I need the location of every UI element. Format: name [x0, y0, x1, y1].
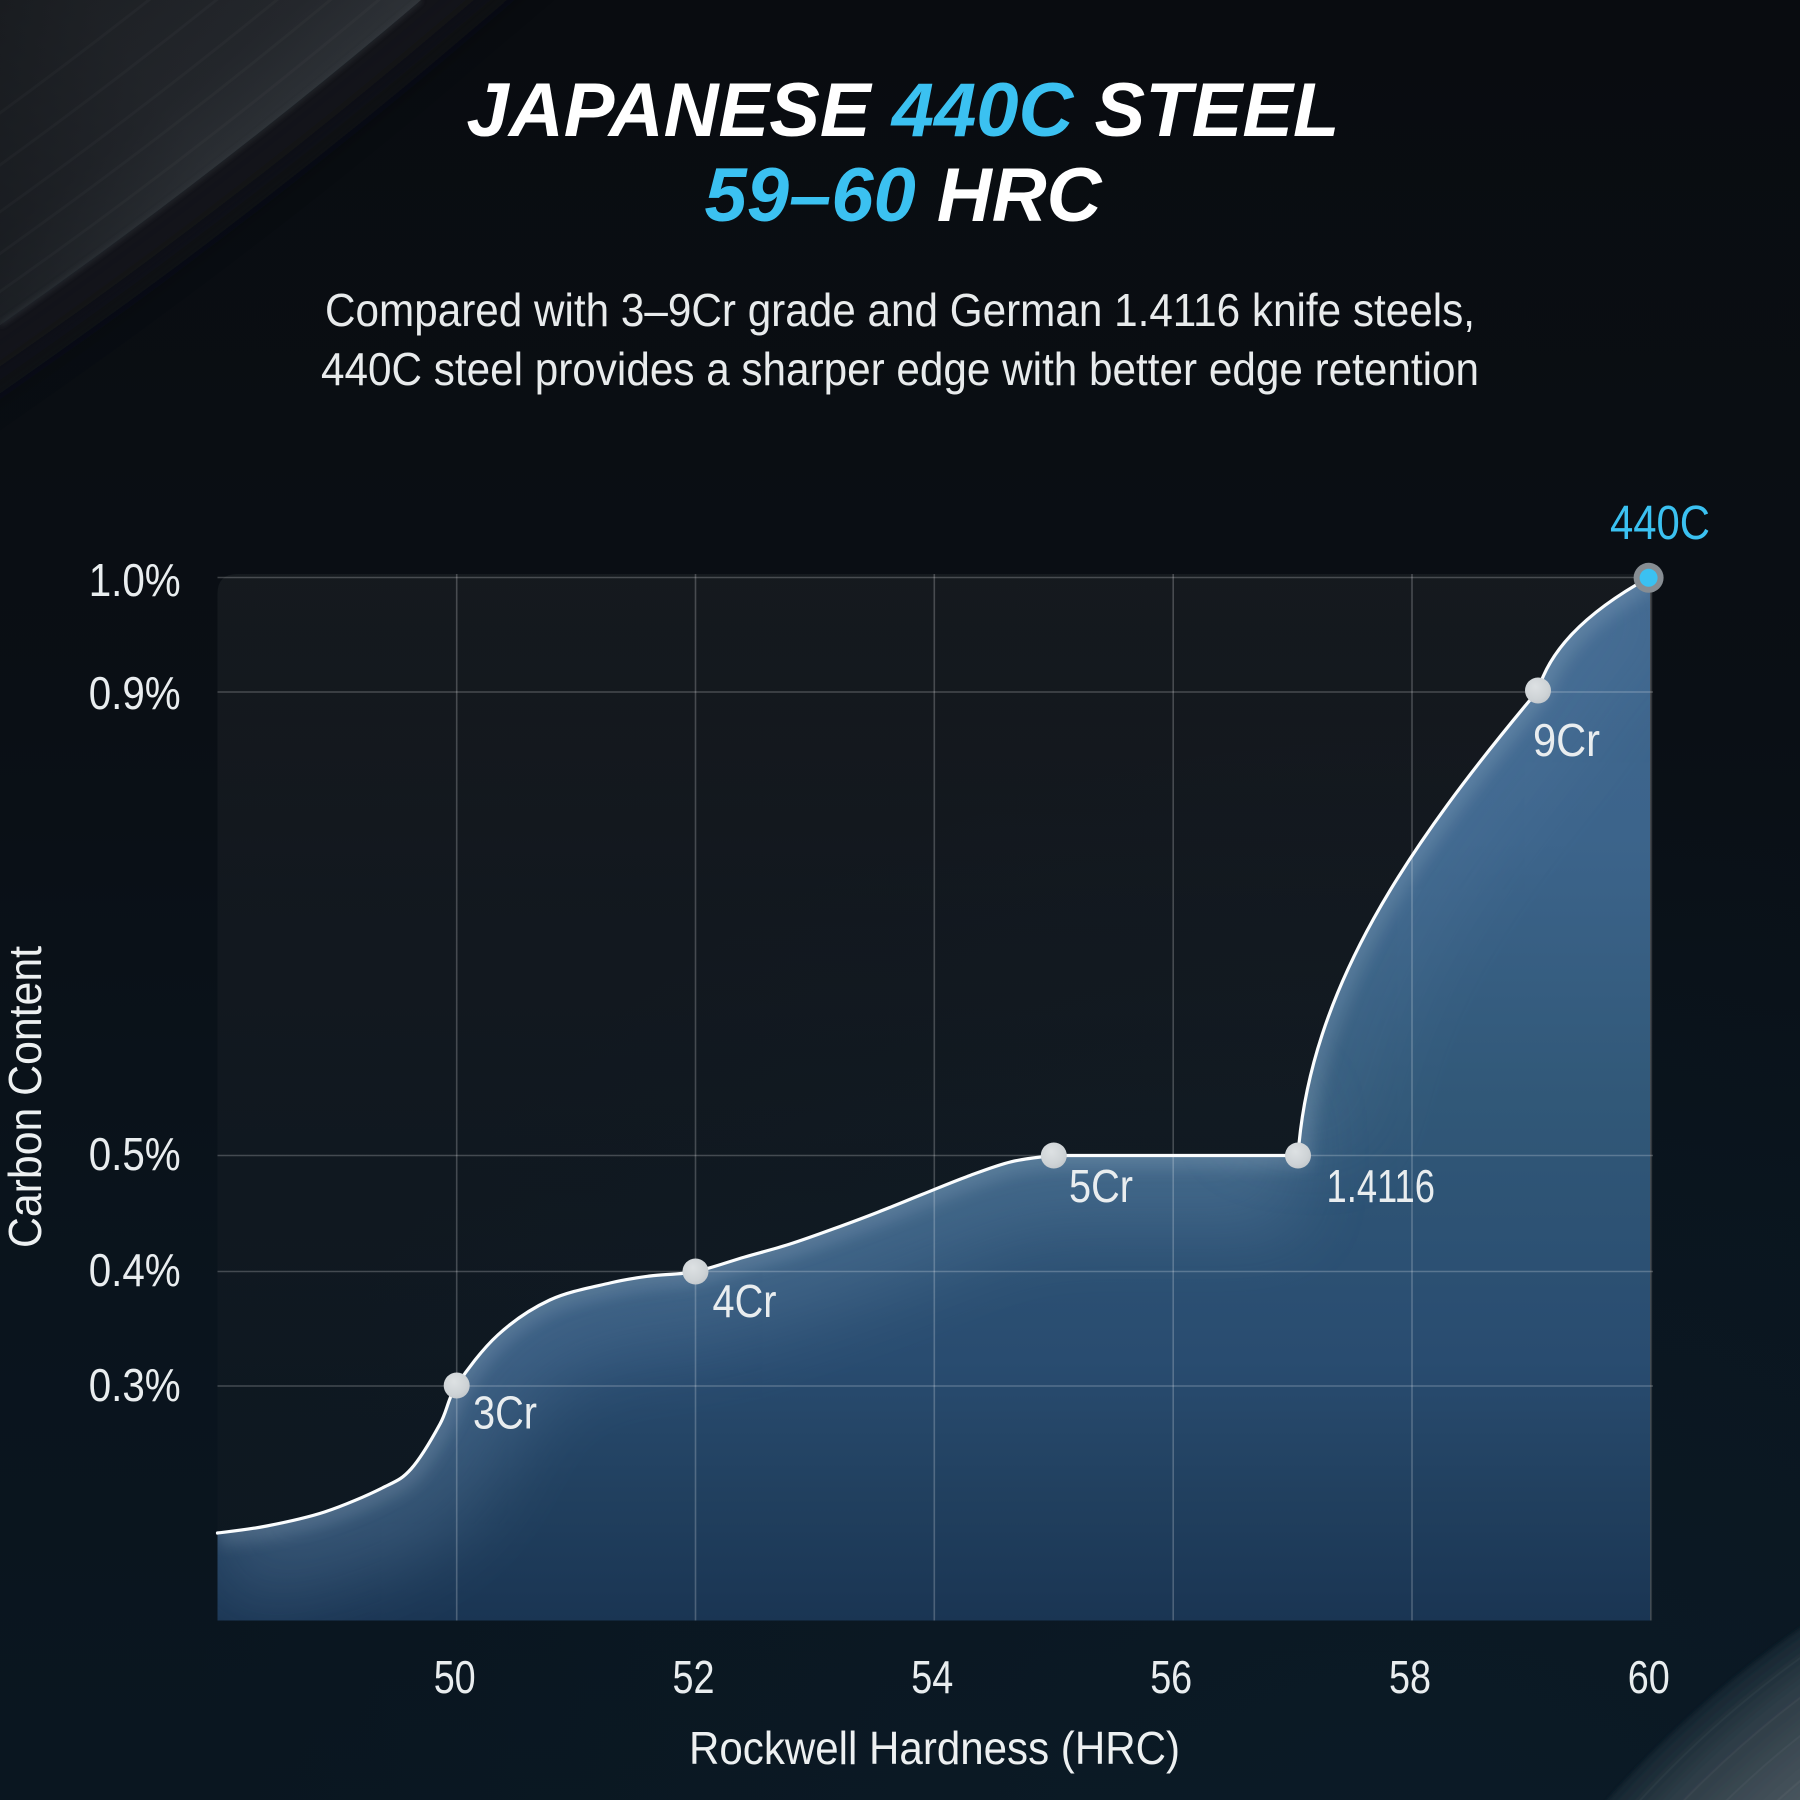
svg-text:59–60 HRC: 59–60 HRC	[704, 153, 1102, 238]
svg-text:52: 52	[673, 1651, 715, 1703]
svg-text:3Cr: 3Cr	[473, 1386, 537, 1438]
svg-text:0.9%: 0.9%	[89, 667, 181, 719]
svg-text:JAPANESE 440C STEEL: JAPANESE 440C STEEL	[467, 68, 1340, 153]
svg-text:0.3%: 0.3%	[89, 1359, 181, 1411]
svg-text:9Cr: 9Cr	[1533, 714, 1600, 766]
svg-text:5Cr: 5Cr	[1069, 1160, 1133, 1212]
svg-text:1.0%: 1.0%	[89, 554, 181, 606]
svg-text:440C steel provides a sharper: 440C steel provides a sharper edge with …	[321, 343, 1479, 395]
svg-text:Carbon Content: Carbon Content	[0, 946, 51, 1248]
svg-text:Rockwell Hardness (HRC): Rockwell Hardness (HRC)	[689, 1722, 1180, 1774]
svg-text:50: 50	[434, 1651, 476, 1703]
svg-text:4Cr: 4Cr	[713, 1275, 777, 1327]
svg-text:0.5%: 0.5%	[89, 1128, 181, 1180]
svg-text:Compared with 3–9Cr grade and: Compared with 3–9Cr grade and German 1.4…	[325, 284, 1475, 336]
svg-text:60: 60	[1628, 1651, 1670, 1703]
svg-text:440C: 440C	[1610, 497, 1710, 550]
svg-text:58: 58	[1389, 1651, 1431, 1703]
svg-text:0.4%: 0.4%	[89, 1244, 181, 1296]
svg-text:54: 54	[911, 1651, 953, 1703]
svg-text:1.4116: 1.4116	[1327, 1160, 1436, 1212]
svg-text:56: 56	[1150, 1651, 1192, 1703]
